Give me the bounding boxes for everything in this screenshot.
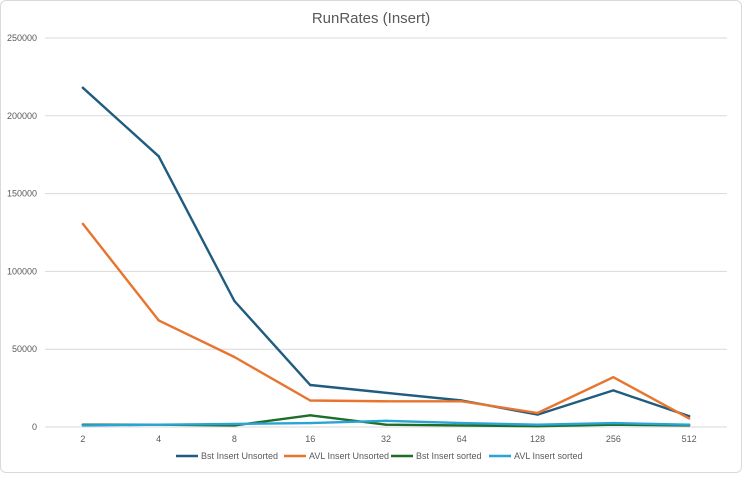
data-point [460, 421, 463, 425]
x-tick-label: 2 [80, 434, 85, 444]
x-tick-label: 512 [682, 434, 697, 444]
data-point [687, 417, 691, 420]
x-tick-label: 256 [606, 434, 621, 444]
data-point [157, 155, 160, 158]
x-tick-label: 32 [381, 434, 391, 444]
x-axis-ticks: 2 4 8 16 32 64 128 256 512 [80, 434, 696, 444]
data-point [81, 424, 85, 427]
y-tick-label: 150000 [7, 189, 37, 199]
x-tick-label: 16 [305, 434, 315, 444]
data-point [309, 399, 312, 402]
data-point [612, 421, 615, 425]
series-line-2 [81, 222, 691, 420]
data-point [81, 86, 85, 89]
data-point [384, 391, 388, 394]
y-tick-label: 100000 [7, 266, 37, 276]
data-point [233, 299, 236, 303]
series-line-1 [81, 86, 691, 418]
y-tick-label: 0 [32, 422, 37, 432]
data-point [687, 414, 691, 418]
data-point [460, 424, 463, 427]
y-axis-ticks: 0 50000 100000 150000 200000 250000 [7, 33, 37, 432]
legend-label: AVL Insert sorted [514, 451, 583, 461]
series-lines [81, 86, 691, 428]
legend: Bst Insert Unsorted AVL Insert Unsorted Bs… [176, 451, 583, 461]
x-tick-label: 4 [156, 434, 161, 444]
legend-label: Bst Insert Unsorted [201, 451, 278, 461]
data-point [384, 419, 388, 422]
data-point [460, 400, 463, 403]
data-point [612, 389, 615, 392]
x-tick-label: 64 [457, 434, 467, 444]
data-point [157, 423, 160, 426]
data-point [157, 319, 160, 322]
data-point [309, 421, 312, 425]
chart-title: RunRates (Insert) [312, 10, 430, 27]
data-point [309, 414, 312, 417]
data-point [612, 376, 615, 379]
data-point [687, 423, 691, 426]
data-point [81, 222, 85, 226]
data-point [233, 355, 236, 359]
data-point [309, 383, 312, 387]
y-tick-label: 250000 [7, 33, 37, 43]
legend-label: Bst Insert sorted [416, 451, 482, 461]
x-tick-label: 128 [530, 434, 545, 444]
y-tick-label: 200000 [7, 111, 37, 121]
y-tick-label: 50000 [12, 344, 37, 354]
legend-label: AVL Insert Unsorted [309, 451, 389, 461]
data-point [384, 400, 388, 403]
gridlines [45, 37, 727, 428]
data-point [233, 422, 236, 426]
data-point [536, 423, 539, 426]
x-tick-label: 8 [232, 434, 237, 444]
data-point [536, 411, 539, 415]
data-point [384, 423, 388, 426]
